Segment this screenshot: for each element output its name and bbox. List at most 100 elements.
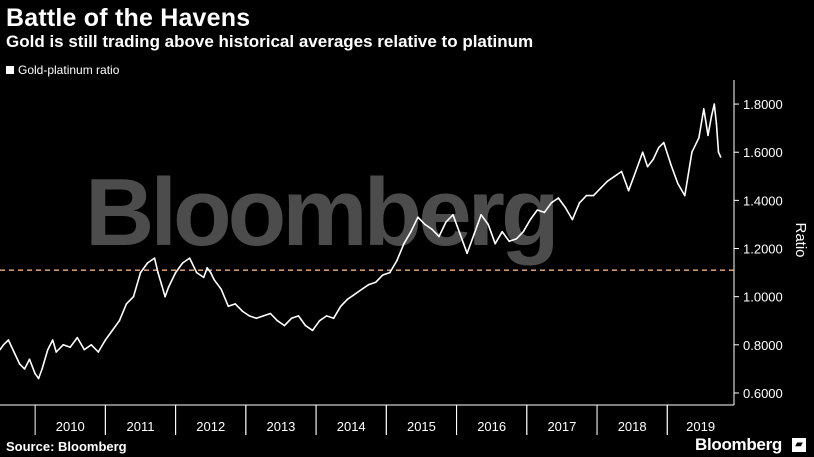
data-point [202,276,205,279]
x-tick-label: 2018 [618,419,647,434]
data-point [396,259,398,262]
data-point [634,170,637,173]
data-point [719,156,722,158]
x-tick-label: 2014 [337,419,366,434]
y-tick-label: 0.6000 [743,386,783,401]
data-point [262,315,265,317]
x-tick-label: 2019 [686,419,715,434]
data-point [452,214,454,216]
data-point [255,317,258,320]
data-point [522,230,525,233]
data-point [487,223,489,226]
data-point [557,197,560,199]
data-point [403,242,405,245]
y-tick-label: 1.4000 [743,193,783,208]
y-tick-label: 1.2000 [743,242,783,257]
data-point [160,283,163,286]
data-point [529,218,532,221]
data-point [2,344,5,346]
data-point [710,115,713,117]
data-point [431,228,433,231]
data-point [83,348,86,351]
data-point [691,151,693,154]
data-point [585,194,588,197]
data-point [564,206,567,209]
data-point [613,175,616,178]
legend-label: Gold-platinum ratio [18,63,120,77]
data-point [234,303,237,305]
data-point [28,358,31,361]
data-point [360,288,363,291]
data-point [139,271,142,274]
data-point [311,329,314,332]
data-point [627,189,630,192]
brand-logo-text: Bloomberg [694,435,782,454]
data-point [641,151,644,154]
gold-platinum-ratio-line [0,103,722,380]
data-point [37,377,40,380]
data-point [382,274,384,276]
data-point [227,305,230,308]
data-point [174,271,177,274]
watermark: Bloomberg [85,159,556,266]
data-point [18,363,21,365]
data-point [438,235,440,238]
data-point [339,305,342,308]
data-point [410,230,412,233]
data-point [599,187,602,190]
y-tick-label: 1.8000 [743,97,783,112]
data-point [188,257,191,259]
data-point [652,158,655,161]
data-point [480,214,482,216]
data-point [367,283,370,286]
data-point [269,312,272,315]
chart-subtitle: Gold is still trading above historical a… [6,32,534,51]
data-point [543,211,546,214]
data-point [445,221,447,223]
x-tick-label: 2012 [196,419,225,434]
data-point [473,233,475,235]
data-point [76,336,79,339]
data-point [658,146,660,149]
data-point [684,194,686,197]
data-point [353,293,356,296]
data-point [7,339,10,341]
data-point [508,240,511,243]
data-point [515,238,518,240]
y-tick-label: 1.0000 [743,290,783,305]
data-point [550,201,553,204]
data-point [717,151,720,154]
data-point [125,303,128,305]
data-point [606,180,609,182]
data-point [51,339,54,341]
x-tick-label: 2016 [477,419,506,434]
data-point [578,201,581,204]
y-axis-label: Ratio [792,222,809,257]
data-point [698,136,700,139]
data-point [111,329,114,332]
legend-swatch [6,66,14,74]
data-point [389,271,391,274]
data-point [669,163,672,166]
data-point [132,295,135,298]
bloomberg-terminal-icon: ▰ [792,438,806,452]
data-point [248,315,251,317]
data-point [325,315,328,317]
data-point [592,194,595,197]
data-point [97,351,100,353]
legend: Gold-platinum ratio [6,63,119,77]
data-point [104,339,107,341]
data-point [662,141,665,144]
data-point [213,279,216,281]
data-point [318,319,321,322]
data-point [424,223,426,226]
data-point [715,122,718,125]
source-note: Source: Bloomberg [6,439,127,454]
data-point [646,165,649,168]
data-point [290,317,293,320]
data-point [220,288,223,291]
chart-title: Battle of the Havens [6,4,251,32]
x-tick-label: 2010 [56,419,85,434]
data-point [297,315,300,317]
data-point [459,233,461,235]
